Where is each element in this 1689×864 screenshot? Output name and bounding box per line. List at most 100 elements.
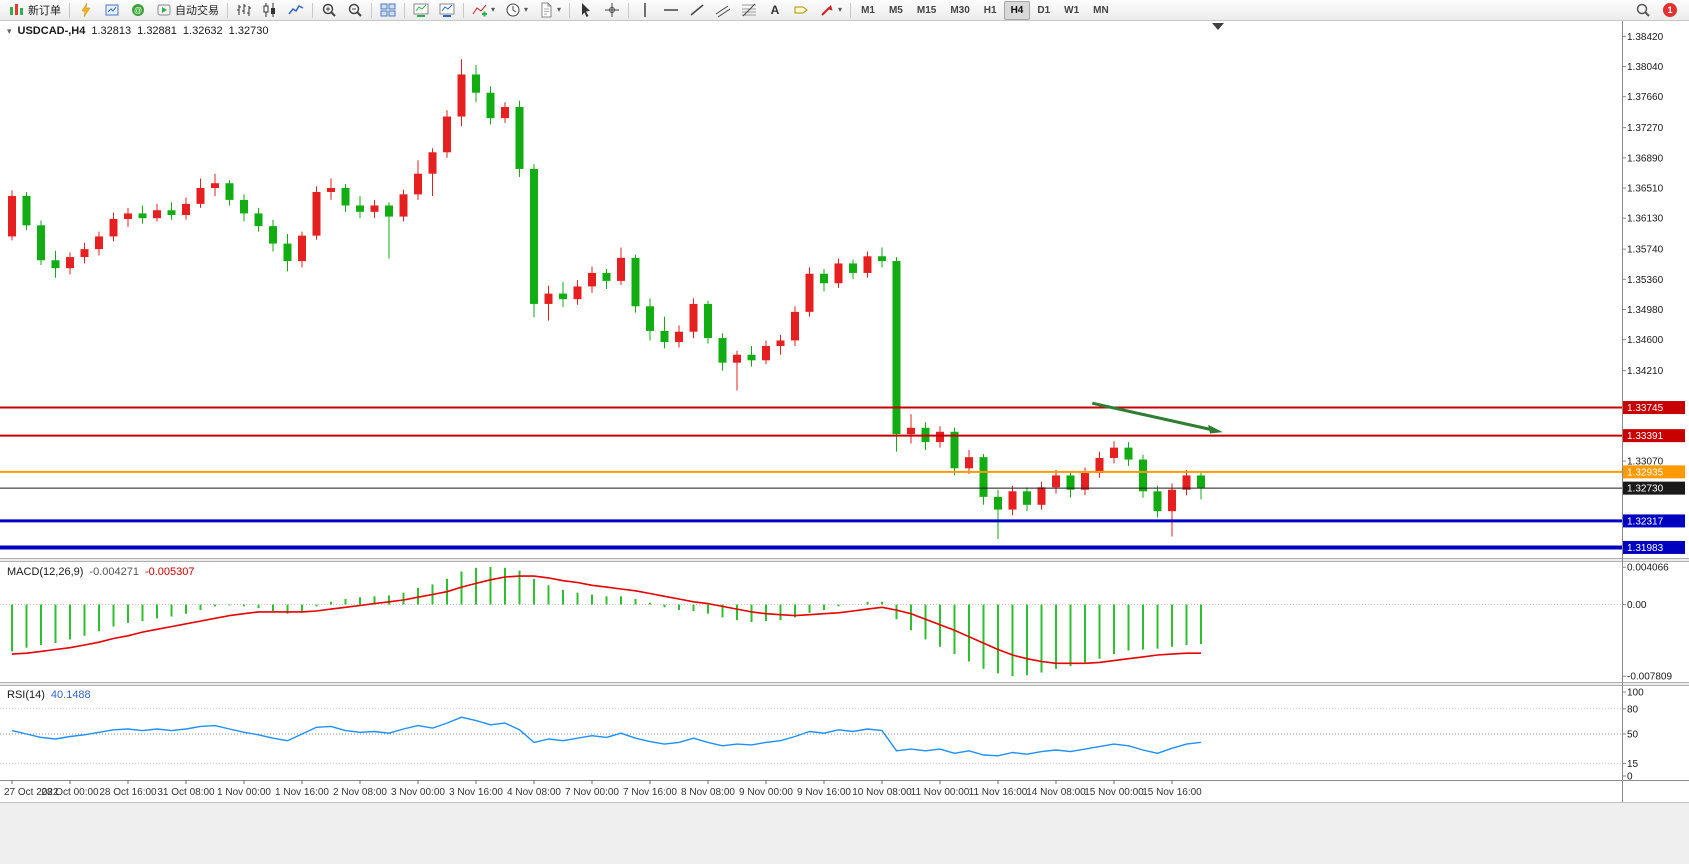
vertical-line-icon [644,3,646,17]
chevron-down-icon: ▾ [557,5,562,14]
indicators-icon [472,4,487,17]
cursor-button[interactable] [573,0,599,20]
trendline-button[interactable] [684,0,710,20]
search-icon [1636,3,1650,17]
price-axis-label: 1.36890 [1627,153,1664,164]
notifications-badge[interactable]: 1 [1663,3,1677,17]
chart-background [0,21,1689,780]
market-watch-icon [105,4,119,16]
timeframe-button-w1[interactable]: W1 [1064,4,1080,16]
timeframe-button-m30[interactable]: M30 [950,4,970,16]
toolbar-separator [463,2,464,18]
macd-main-value: -0.004271 [89,566,139,578]
svg-text:A: A [771,3,780,17]
crosshair-button[interactable] [599,0,625,20]
svg-text:1.32730: 1.32730 [1627,484,1664,495]
zoom-out-button[interactable] [342,0,368,20]
price-axis-label: 1.34980 [1627,305,1664,316]
arrows-icon [821,5,833,16]
search-button[interactable] [1630,0,1656,20]
timeframe-button-d1[interactable]: D1 [1037,4,1051,16]
macd-label: MACD(12,26,9) [7,566,84,578]
macd-axis-label: 0.00 [1627,600,1647,611]
channel-button[interactable] [710,0,736,20]
cascade-charts-button[interactable] [434,0,460,20]
timeframe-button-m5[interactable]: M5 [888,4,903,16]
svg-text:1.33391: 1.33391 [1627,431,1664,442]
pane-separator[interactable] [0,558,1689,562]
label-button[interactable] [788,0,814,20]
time-axis-label: 9 Nov 00:00 [739,787,793,798]
one-click-trading-button[interactable] [73,0,99,20]
arrows-button[interactable]: ▾ [814,0,847,20]
rsi-axis-label: 80 [1627,704,1639,715]
time-axis-label: 8 Nov 08:00 [681,787,735,798]
price-axis[interactable] [1623,21,1689,780]
zoom-in-button[interactable] [316,0,342,20]
price-axis-label: 1.33070 [1627,457,1664,468]
pane-separator[interactable] [0,682,1689,686]
periods-button[interactable]: ▾ [500,0,533,20]
fibonacci-button[interactable] [736,0,762,20]
price-badge: 1.32317 [1623,514,1685,528]
text-icon: A [771,3,780,17]
bar-chart-button[interactable] [231,0,257,20]
tile-windows-button[interactable] [375,0,401,20]
high-value: 1.32881 [137,25,177,37]
time-axis-label: 28 Oct 00:00 [41,787,99,798]
time-axis-label: 15 Nov 00:00 [1084,787,1144,798]
price-axis-label: 1.35740 [1627,245,1664,256]
zoom-out-icon [348,3,362,17]
periods-icon [506,3,520,17]
macd-header: MACD(12,26,9) -0.004271 -0.005307 [7,566,195,578]
autotrading-button[interactable]: 自动交易 [151,0,224,20]
candle-chart-button[interactable] [257,0,283,20]
time-axis-label: 3 Nov 00:00 [391,787,445,798]
indicators-button[interactable]: ▾ [467,0,500,20]
line-chart-button[interactable] [283,0,309,20]
crosshair-icon [605,3,620,17]
svg-text:@: @ [134,6,142,15]
timeframe-button-h1[interactable]: H1 [983,4,997,16]
macd-axis-label: -0.007809 [1627,672,1672,683]
time-axis-label: 1 Nov 16:00 [275,787,329,798]
mql-community-button[interactable]: @ [125,0,151,20]
timeframe-button-m1[interactable]: M1 [861,4,875,16]
label-icon [794,6,808,14]
macd-pane[interactable] [0,562,1622,682]
time-axis-label: 27 Oct 2022 [4,787,59,798]
horizontal-line-icon [664,9,679,11]
time-axis-label: 14 Nov 08:00 [1026,787,1086,798]
cascade-charts-icon [439,3,455,17]
cursor-icon [582,3,591,17]
toolbar-right-group: 1 [1630,0,1685,20]
chart-shift-marker[interactable] [1212,23,1224,30]
horizontal-line-button[interactable] [658,0,684,20]
time-axis-label: 7 Nov 16:00 [623,787,677,798]
market-watch-button[interactable] [99,0,125,20]
vertical-line-button[interactable] [632,0,658,20]
new-order-button[interactable]: 新订单 [4,0,66,20]
timeframe-button-mn[interactable]: MN [1093,4,1109,16]
toolbar-separator [312,2,313,18]
chevron-down-icon: ▾ [524,5,529,14]
one-click-collapse-icon[interactable]: ▾ [7,25,12,36]
templates-button[interactable]: ▾ [533,0,566,20]
low-value: 1.32632 [182,25,223,37]
timeframe-button-h4[interactable]: H4 [1003,0,1031,20]
line-chart-icon [288,5,304,15]
tile-windows-icon [380,3,396,17]
text-button[interactable]: A [762,0,788,20]
rsi-value: 40.1488 [50,689,91,701]
macd-signal-value: -0.005307 [144,566,195,578]
templates-icon [541,2,552,18]
trend-arrow-object[interactable] [1091,401,1223,434]
timeframe-button-m15[interactable]: M15 [916,4,937,16]
channel-icon [715,5,731,18]
zoom-in-icon [322,3,336,17]
toolbar-separator [404,2,405,18]
rsi-pane[interactable] [0,686,1622,780]
arrange-charts-button[interactable] [408,0,434,20]
